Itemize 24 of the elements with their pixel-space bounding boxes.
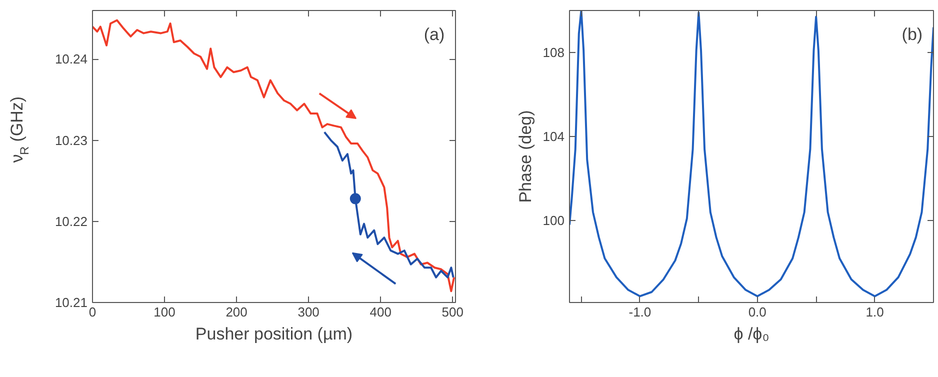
annotation: (b)	[902, 25, 923, 44]
x-axis-title: ϕ /ϕ₀	[734, 324, 770, 344]
y-tick-label: 10.23	[54, 132, 88, 148]
line-series	[323, 131, 454, 278]
y-tick-label: 108	[542, 45, 565, 60]
annotation: (a)	[424, 25, 445, 44]
x-tick-label: 400	[370, 304, 392, 320]
x-tick-label: -1.0	[628, 304, 652, 320]
x-tick-label: 0.0	[748, 304, 766, 320]
x-axis-title: Pusher position (µm)	[195, 324, 353, 344]
y-axis-title: νR (GHz)	[8, 96, 32, 163]
x-tick-label: 0	[88, 304, 96, 320]
y-tick-label: 10.24	[54, 52, 88, 67]
y-tick-label: 100	[542, 213, 565, 228]
y-tick-label: 10.22	[54, 214, 88, 229]
line-series	[92, 19, 456, 292]
x-tick-label: 300	[298, 304, 320, 320]
y-axis-title: Phase (deg)	[516, 110, 535, 203]
x-tick-label: 500	[442, 304, 464, 320]
y-tick-label: 104	[542, 129, 565, 144]
x-tick-label: 1.0	[866, 304, 884, 320]
x-tick-label: 200	[226, 304, 248, 320]
x-tick-label: 100	[154, 304, 176, 320]
y-tick-label: 10.21	[54, 295, 88, 310]
